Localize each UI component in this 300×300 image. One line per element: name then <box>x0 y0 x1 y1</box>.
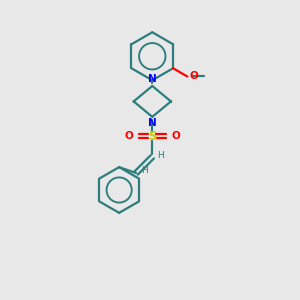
Text: H: H <box>157 151 164 160</box>
Text: O: O <box>189 71 198 82</box>
Text: O: O <box>171 131 180 141</box>
Text: H: H <box>141 166 147 175</box>
Text: S: S <box>148 130 157 143</box>
Text: N: N <box>148 74 157 84</box>
Text: O: O <box>125 131 134 141</box>
Text: N: N <box>148 118 157 128</box>
